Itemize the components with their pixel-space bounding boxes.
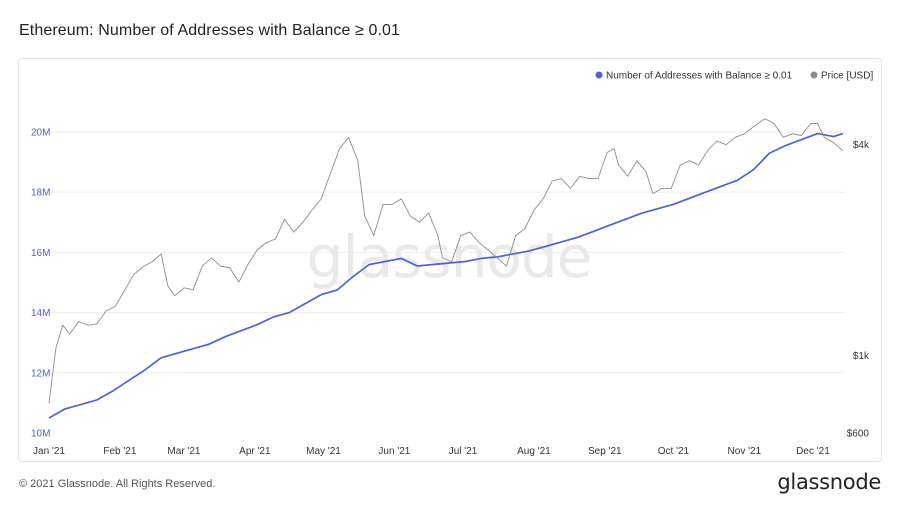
right-axis-tick-label: $4k (853, 140, 870, 151)
left-axis-tick-label: 20M (31, 128, 50, 139)
legend-marker-price (810, 71, 818, 79)
x-axis-tick-label: Mar '21 (167, 446, 200, 457)
footer-copyright: © 2021 Glassnode. All Rights Reserved. (19, 478, 216, 490)
series-lines (48, 118, 843, 419)
legend-label-addresses: Number of Addresses with Balance ≥ 0.01 (606, 71, 793, 82)
left-axis-tick-label: 16M (31, 248, 50, 259)
chart-svg: glassnode Number of Addresses with Balan… (31, 71, 873, 458)
right-axis-tick-label: $1k (853, 351, 870, 362)
left-axis-tick-label: 18M (31, 188, 50, 199)
x-axis-tick-label: Oct '21 (658, 446, 690, 457)
right-axis-tick-label: $600 (847, 429, 870, 440)
grid-lines (49, 131, 845, 374)
x-axis-tick-label: Apr '21 (239, 446, 271, 457)
x-axis-tick-label: Sep '21 (588, 446, 622, 457)
legend-marker-addresses (595, 71, 603, 79)
x-axis-tick-label: Dec '21 (796, 446, 830, 457)
series-line-price (48, 118, 843, 404)
series-line-addresses (48, 132, 843, 419)
footer-logo[interactable]: glassnode (777, 470, 881, 494)
left-axis-tick-label: 12M (31, 368, 50, 379)
x-axis-tick-label: Feb '21 (103, 446, 136, 457)
watermark-text: glassnode (307, 223, 592, 291)
x-axis-ticks: Jan '21 Feb '21 Mar '21 Apr '21 May '21 Jun '… (33, 446, 830, 457)
chart-panel: glassnode Number of Addresses with Balan… (18, 58, 882, 462)
legend-label-price: Price [USD] (821, 71, 873, 82)
x-axis-tick-label: Jan '21 (33, 446, 65, 457)
chart-title: Ethereum: Number of Addresses with Balan… (19, 22, 400, 39)
x-axis-tick-label: May '21 (306, 446, 341, 457)
x-axis-tick-label: Jul '21 (449, 446, 478, 457)
x-axis-tick-label: Aug '21 (517, 446, 551, 457)
left-axis-ticks: 10M 12M 14M 16M 18M 20M (31, 128, 50, 440)
x-axis-tick-label: Jun '21 (378, 446, 410, 457)
x-axis-tick-label: Nov '21 (728, 446, 762, 457)
legend: Number of Addresses with Balance ≥ 0.01 … (595, 71, 873, 82)
left-axis-tick-label: 10M (31, 429, 50, 440)
right-axis-ticks: $600 $1k $4k (847, 140, 870, 439)
left-axis-tick-label: 14M (31, 308, 50, 319)
